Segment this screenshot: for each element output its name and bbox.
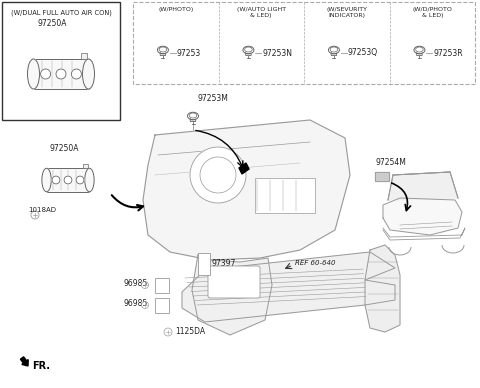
Text: 96985: 96985 — [124, 300, 148, 308]
Bar — [83, 164, 88, 168]
Ellipse shape — [85, 168, 94, 192]
FancyBboxPatch shape — [208, 266, 260, 298]
Ellipse shape — [27, 59, 39, 89]
Text: (W/SEVURITY
INDICATOR): (W/SEVURITY INDICATOR) — [326, 7, 367, 18]
Text: (W/D/PHOTO
& LED): (W/D/PHOTO & LED) — [412, 7, 452, 18]
Circle shape — [76, 176, 84, 184]
Polygon shape — [388, 172, 458, 200]
Circle shape — [52, 176, 60, 184]
Polygon shape — [143, 120, 350, 260]
Text: (W/AUTO LIGHT
& LED): (W/AUTO LIGHT & LED) — [237, 7, 286, 18]
Ellipse shape — [414, 46, 425, 54]
Polygon shape — [246, 53, 251, 55]
Polygon shape — [331, 53, 336, 55]
Ellipse shape — [188, 112, 199, 120]
Ellipse shape — [83, 59, 95, 89]
Bar — [155, 278, 169, 293]
Bar — [198, 253, 210, 275]
Circle shape — [72, 69, 82, 79]
Text: 97253N: 97253N — [263, 48, 292, 57]
Ellipse shape — [328, 46, 339, 54]
Polygon shape — [160, 53, 166, 55]
Bar — [34, 59, 88, 89]
Ellipse shape — [243, 46, 254, 54]
Text: 97253M: 97253M — [197, 94, 228, 103]
Text: 97250A: 97250A — [37, 19, 67, 28]
Bar — [2, 2, 120, 120]
Ellipse shape — [42, 168, 51, 192]
FancyArrow shape — [20, 357, 28, 366]
Polygon shape — [192, 255, 272, 335]
Bar — [133, 2, 475, 84]
Circle shape — [190, 147, 246, 203]
Bar — [47, 168, 89, 192]
Text: 97253: 97253 — [177, 48, 201, 57]
Polygon shape — [239, 163, 249, 174]
Bar — [81, 53, 86, 59]
Text: 97397: 97397 — [212, 258, 236, 267]
Ellipse shape — [157, 46, 168, 54]
Polygon shape — [182, 252, 395, 322]
Text: FR.: FR. — [32, 361, 50, 371]
Text: 1018AD: 1018AD — [28, 207, 56, 213]
Circle shape — [56, 69, 66, 79]
Text: 97250A: 97250A — [50, 144, 80, 153]
Polygon shape — [365, 245, 400, 332]
Text: 97253R: 97253R — [433, 48, 463, 57]
Circle shape — [41, 69, 50, 79]
Polygon shape — [417, 53, 422, 55]
Polygon shape — [383, 198, 462, 235]
Bar — [155, 298, 169, 313]
Circle shape — [64, 176, 72, 184]
Polygon shape — [375, 172, 389, 181]
Text: 97254M: 97254M — [375, 158, 406, 167]
Text: 97253Q: 97253Q — [348, 48, 378, 57]
Text: REF 60-640: REF 60-640 — [295, 260, 336, 266]
Text: (W/DUAL FULL AUTO AIR CON): (W/DUAL FULL AUTO AIR CON) — [11, 9, 111, 16]
Text: (W/PHOTO): (W/PHOTO) — [158, 7, 193, 12]
Text: 1125DA: 1125DA — [175, 327, 205, 336]
Polygon shape — [190, 119, 196, 121]
Text: 96985: 96985 — [124, 279, 148, 289]
Bar — [255, 178, 315, 213]
